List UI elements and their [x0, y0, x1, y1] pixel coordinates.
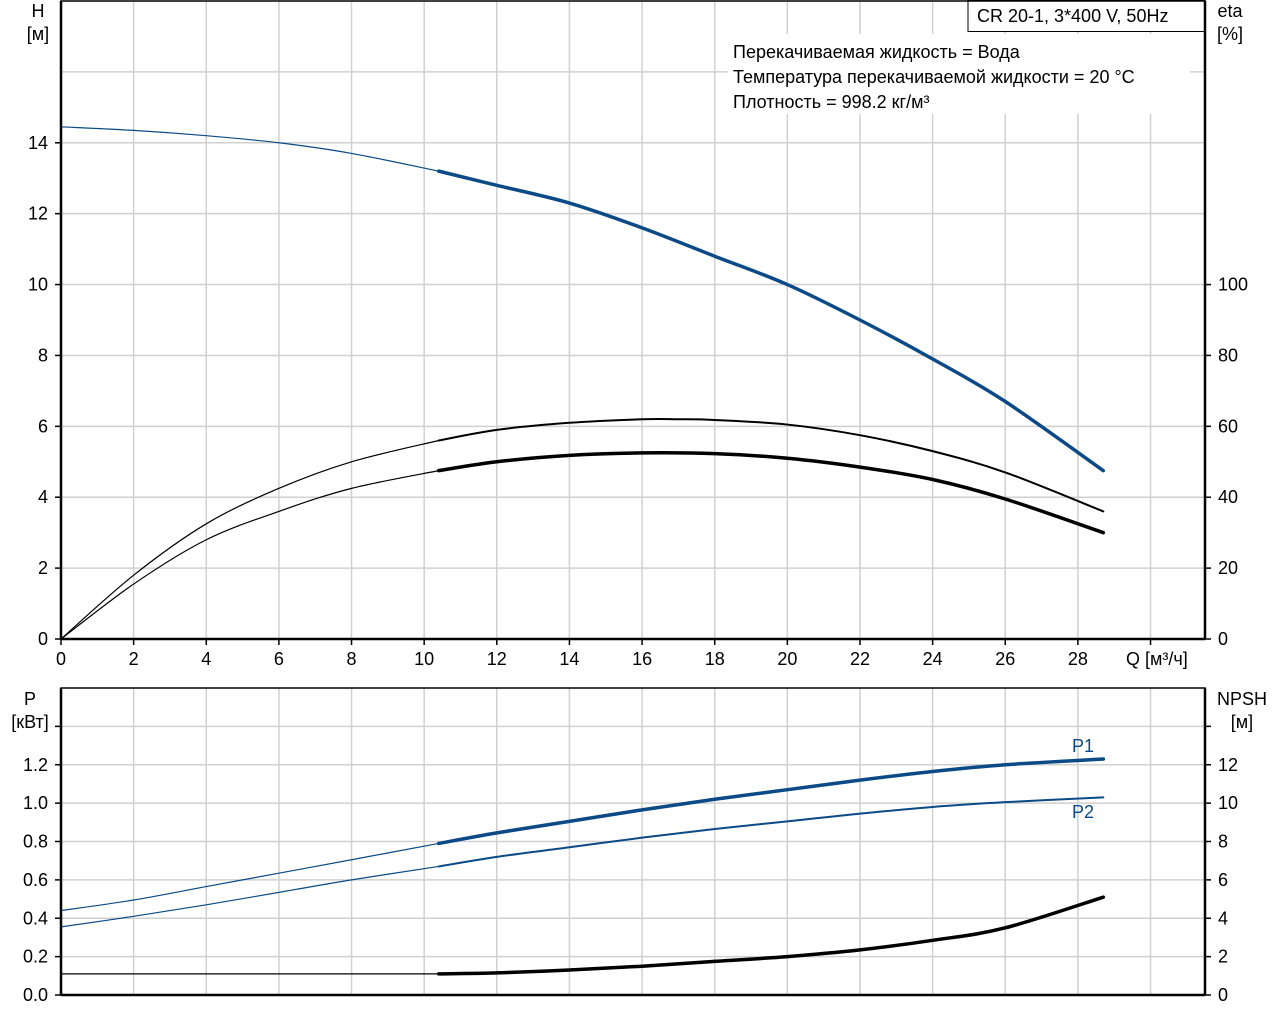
- p-axis-unit: [кВт]: [11, 712, 49, 732]
- y2-tick-label: 40: [1218, 487, 1238, 507]
- h-curve-duty: [436, 169, 1106, 473]
- eta-curve-duty: [437, 417, 1105, 513]
- y2-tick-label: 60: [1218, 416, 1238, 436]
- eta-total-curve-duty: [436, 451, 1106, 535]
- p1-curve-label: P1: [1072, 736, 1094, 756]
- y-tick-label: 0.0: [23, 985, 48, 1005]
- x-tick-label: 18: [705, 649, 725, 669]
- x-tick-label: 6: [274, 649, 284, 669]
- y2-tick-label: 0: [1218, 629, 1228, 649]
- y-tick-label: 12: [28, 204, 48, 224]
- p1-curve-duty: [436, 757, 1106, 846]
- x-tick-label: 4: [201, 649, 211, 669]
- eta-curve-extended: [60, 439, 439, 640]
- axes: 024681012140204060801000.00.20.40.60.81.…: [23, 0, 1248, 1005]
- x-tick-label: 22: [850, 649, 870, 669]
- y-tick-label: 0.4: [23, 908, 48, 928]
- chart-title: CR 20-1, 3*400 V, 50Hz: [977, 6, 1168, 26]
- y2-tick-label: 10: [1218, 793, 1238, 813]
- h-curve-extended: [60, 126, 439, 172]
- npsh-curve-duty: [436, 895, 1106, 976]
- y-tick-label: 10: [28, 275, 48, 295]
- x-tick-label: 10: [414, 649, 434, 669]
- y-tick-label: 0.8: [23, 832, 48, 852]
- p2-curve-duty: [437, 796, 1105, 868]
- x-tick-label: 16: [632, 649, 652, 669]
- y-tick-label: 1.2: [23, 755, 48, 775]
- x-tick-label: 0: [56, 649, 66, 669]
- npsh-axis-unit: [м]: [1231, 712, 1253, 732]
- y-tick-label: 6: [38, 416, 48, 436]
- p2-curve-extended: [60, 865, 439, 928]
- eta-total-curve-extended: [60, 470, 439, 640]
- power-chart-grid: [61, 688, 1205, 995]
- eta-axis-label: eta: [1217, 1, 1243, 21]
- x-tick-label: 8: [347, 649, 357, 669]
- y-tick-label: 4: [38, 487, 48, 507]
- x-tick-label: 26: [995, 649, 1015, 669]
- x-tick-label: 28: [1068, 649, 1088, 669]
- x-tick-label: 24: [923, 649, 943, 669]
- x-tick-label: 20: [777, 649, 797, 669]
- y2-tick-label: 80: [1218, 345, 1238, 365]
- info-line-temperature: Температура перекачиваемой жидкости = 20…: [733, 67, 1135, 87]
- x-tick-label: 12: [487, 649, 507, 669]
- p-axis-label: P: [24, 689, 36, 709]
- y-tick-label: 0: [38, 629, 48, 649]
- q-axis-label: Q [м³/ч]: [1126, 649, 1188, 669]
- y2-tick-label: 8: [1218, 832, 1228, 852]
- eta-axis-unit: [%]: [1217, 24, 1243, 44]
- x-tick-label: 14: [559, 649, 579, 669]
- npsh-axis-label: NPSH: [1217, 689, 1267, 709]
- info-line-liquid: Перекачиваемая жидкость = Вода: [733, 42, 1021, 62]
- info-background: [728, 34, 1190, 114]
- h-axis-label: H: [32, 1, 45, 21]
- y-tick-label: 2: [38, 558, 48, 578]
- y-tick-label: 8: [38, 345, 48, 365]
- h-axis-unit: [м]: [27, 24, 49, 44]
- y-tick-label: 0.2: [23, 947, 48, 967]
- info-line-density: Плотность = 998.2 кг/м³: [733, 92, 929, 112]
- y2-tick-label: 0: [1218, 985, 1228, 1005]
- y2-tick-label: 2: [1218, 947, 1228, 967]
- y2-tick-label: 6: [1218, 870, 1228, 890]
- head-chart-curves: [60, 126, 1106, 640]
- y2-tick-label: 20: [1218, 558, 1238, 578]
- x-tick-label: 2: [129, 649, 139, 669]
- y-tick-label: 14: [28, 133, 48, 153]
- y-tick-label: 1.0: [23, 793, 48, 813]
- y-tick-label: 0.6: [23, 870, 48, 890]
- p2-curve-label: P2: [1072, 802, 1094, 822]
- title-box: [967, 0, 1206, 32]
- y2-tick-label: 4: [1218, 908, 1228, 928]
- y2-tick-label: 100: [1218, 275, 1248, 295]
- power-chart-curves: [60, 757, 1106, 976]
- y2-tick-label: 12: [1218, 755, 1238, 775]
- p1-curve-extended: [60, 842, 439, 912]
